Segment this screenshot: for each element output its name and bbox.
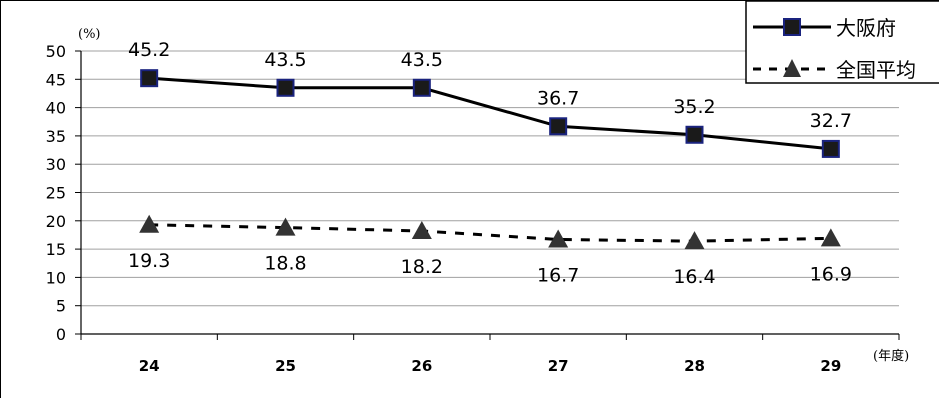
data-label-national-average: 18.2 xyxy=(401,256,443,278)
x-tick-label: 27 xyxy=(548,357,569,375)
legend-marker-square-icon xyxy=(783,18,801,36)
data-point-osaka xyxy=(140,69,159,88)
y-tick-label: 50 xyxy=(46,42,66,61)
y-axis-ticks: 0 5 10 15 20 25 30 35 40 45 50 xyxy=(46,42,81,344)
legend: 大阪府 全国平均 xyxy=(745,1,939,84)
legend-label-national: 全国平均 xyxy=(836,58,916,82)
x-tick-label: 29 xyxy=(820,357,841,375)
data-point-national-average xyxy=(820,228,841,247)
x-axis-unit: (年度) xyxy=(873,348,909,364)
data-label-national-average: 16.4 xyxy=(673,266,715,288)
y-tick-label: 20 xyxy=(46,212,66,231)
x-axis-ticks: 24 25 26 27 28 29 xyxy=(80,334,900,375)
x-tick-label: 24 xyxy=(139,357,160,375)
y-tick-label: 35 xyxy=(46,127,66,146)
data-label-osaka: 36.7 xyxy=(537,87,579,109)
y-tick-label: 25 xyxy=(46,184,66,203)
data-label-osaka: 43.5 xyxy=(401,49,443,71)
legend-label-osaka: 大阪府 xyxy=(836,16,896,40)
data-point-osaka xyxy=(276,78,295,97)
data-point-osaka xyxy=(821,139,840,158)
data-label-national-average: 16.7 xyxy=(537,264,579,286)
data-point-national-average xyxy=(275,217,296,236)
y-axis-unit: (%) xyxy=(78,27,101,42)
data-label-national-average: 18.8 xyxy=(264,253,306,275)
legend-marker-triangle-icon xyxy=(783,59,801,77)
data-label-osaka: 32.7 xyxy=(810,110,852,132)
data-point-osaka xyxy=(549,117,568,136)
data-label-osaka: 43.5 xyxy=(264,49,306,71)
legend-box xyxy=(745,1,939,84)
y-tick-label: 5 xyxy=(56,297,66,316)
series-group: 45.2 43.5 43.5 36.7 35.2 32.7 19.3 18.8 18.2 16.7… xyxy=(128,39,852,288)
data-point-national-average xyxy=(548,229,569,248)
x-tick-label: 26 xyxy=(411,357,432,375)
y-tick-label: 40 xyxy=(46,99,66,118)
data-label-national-average: 16.9 xyxy=(810,263,852,285)
y-tick-label: 10 xyxy=(46,268,66,287)
series-line-national-average xyxy=(149,223,831,243)
y-tick-label: 45 xyxy=(46,70,66,89)
data-point-national-average xyxy=(411,220,432,239)
y-tick-label: 15 xyxy=(46,240,66,259)
x-tick-label: 28 xyxy=(684,357,705,375)
data-label-osaka: 35.2 xyxy=(673,96,715,118)
gridlines xyxy=(81,50,899,307)
x-tick-label: 25 xyxy=(275,357,296,375)
data-point-osaka xyxy=(412,78,431,97)
data-point-national-average xyxy=(139,214,160,233)
data-label-national-average: 19.3 xyxy=(128,250,170,272)
series-line-osaka xyxy=(149,76,831,151)
y-tick-label: 0 xyxy=(56,325,66,344)
data-label-osaka: 45.2 xyxy=(128,39,170,61)
y-tick-label: 30 xyxy=(46,155,66,174)
data-point-national-average xyxy=(684,231,705,250)
data-point-osaka xyxy=(685,125,704,144)
